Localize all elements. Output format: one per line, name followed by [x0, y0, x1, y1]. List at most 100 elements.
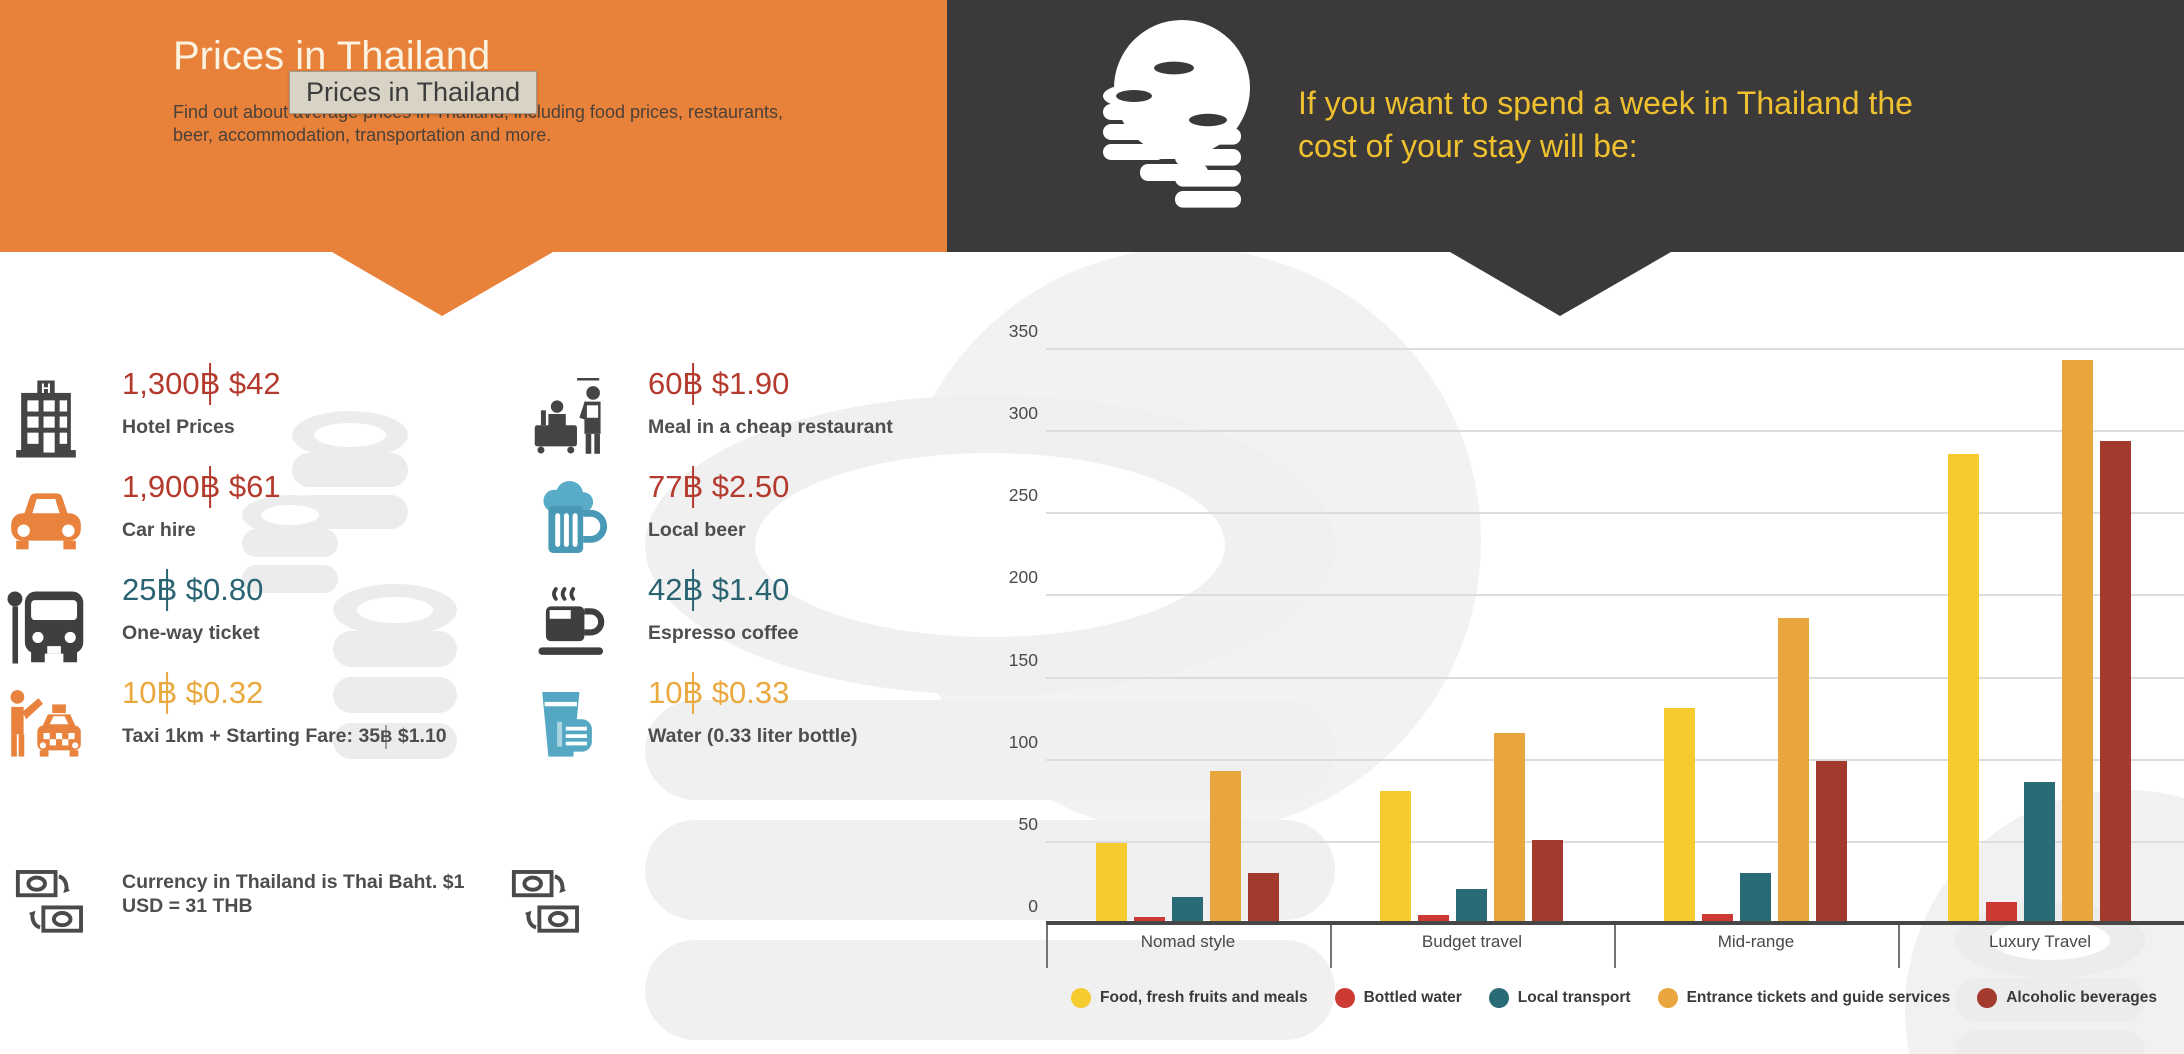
- x-axis-tick: [1330, 923, 1332, 968]
- price-value: 10B $0.32: [122, 675, 447, 711]
- price-label: One-way ticket: [122, 622, 260, 644]
- bar-luxury-travel-s2[interactable]: [2024, 782, 2055, 922]
- price-item: 1,300B $42 Hotel Prices: [122, 366, 281, 439]
- price-thb: 1,900: [122, 469, 200, 504]
- price-value: 60B $1.90: [648, 366, 893, 402]
- legend-label: Bottled water: [1363, 989, 1462, 1006]
- bar-nomad-style-s2[interactable]: [1172, 897, 1203, 922]
- category-label: Mid-range: [1717, 932, 1795, 951]
- bar-mid-range-s1[interactable]: [1702, 913, 1733, 922]
- gridline: [1046, 840, 2184, 843]
- bar-nomad-style-s4[interactable]: [1248, 872, 1279, 922]
- meal-icon: [532, 369, 612, 460]
- price-item: 1,900B $61 Car hire: [122, 469, 281, 542]
- price-usd: $61: [228, 469, 281, 504]
- currency-note: Currency in Thailand is Thai Baht. $1 US…: [122, 871, 465, 917]
- header-left-notch: [332, 252, 553, 316]
- bar-luxury-travel-s1[interactable]: [1986, 902, 2017, 922]
- chart-legend: Food, fresh fruits and meals Bottled wate…: [1046, 988, 2182, 1008]
- price-label: Local beer: [648, 519, 746, 541]
- legend-item[interactable]: Entrance tickets and guide services: [1657, 988, 1950, 1008]
- headline-line1: If you want to spend a week in Thailand …: [1298, 85, 1913, 121]
- category-label: Budget travel: [1421, 932, 1523, 951]
- price-label: Espresso coffee: [648, 622, 799, 644]
- bar-mid-range-s4[interactable]: [1816, 761, 1847, 922]
- x-axis-tick: [1046, 923, 1048, 968]
- legend-label: Alcoholic beverages: [2006, 989, 2157, 1006]
- legend-item[interactable]: Food, fresh fruits and meals: [1071, 988, 1308, 1008]
- price-value: 77B $2.50: [648, 469, 789, 505]
- bar-nomad-style-s0[interactable]: [1096, 843, 1127, 922]
- legend-color-dot: [1488, 988, 1509, 1008]
- baht-symbol: B: [682, 469, 704, 504]
- category-label: Luxury Travel: [1988, 932, 2092, 951]
- price-usd: $1.90: [711, 366, 790, 401]
- price-thb: 25: [122, 572, 157, 607]
- price-usd: $42: [228, 366, 281, 401]
- bar-mid-range-s0[interactable]: [1664, 708, 1695, 922]
- coffee-icon: [532, 584, 612, 666]
- baht-symbol: B: [682, 675, 704, 710]
- gridline: [1046, 512, 2184, 515]
- price-thb: 60: [648, 366, 683, 401]
- price-usd: $1.40: [711, 572, 790, 607]
- category-label: Nomad style: [1140, 932, 1236, 951]
- price-item: 25B $0.80 One-way ticket: [122, 572, 263, 645]
- price-usd: $0.80: [185, 572, 264, 607]
- legend-color-dot: [1334, 988, 1355, 1008]
- chart-headline: If you want to spend a week in Thailand …: [1298, 82, 1913, 168]
- car-icon: [6, 481, 86, 563]
- price-thb: 10: [648, 675, 683, 710]
- legend-label: Food, fresh fruits and meals: [1100, 989, 1308, 1006]
- bar-budget-travel-s0[interactable]: [1380, 790, 1411, 922]
- x-axis-tick: [1898, 923, 1900, 968]
- y-axis-tick-label: 200: [1008, 567, 1038, 588]
- coins-icon: [1103, 20, 1250, 208]
- bar-mid-range-s3[interactable]: [1778, 618, 1809, 922]
- price-item: 42B $1.40 Espresso coffee: [648, 572, 799, 645]
- bar-luxury-travel-s0[interactable]: [1948, 453, 1979, 922]
- bar-nomad-style-s3[interactable]: [1210, 770, 1241, 922]
- legend-color-dot: [1977, 988, 1998, 1008]
- baht-symbol: B: [199, 366, 221, 401]
- price-thb: 1,300: [122, 366, 200, 401]
- price-item: 10B $0.32 Taxi 1km + Starting Fare: 35B $…: [122, 675, 447, 748]
- price-label: Hotel Prices: [122, 416, 235, 438]
- price-usd: $0.33: [711, 675, 790, 710]
- bar-luxury-travel-s4[interactable]: [2100, 440, 2131, 922]
- baht-symbol: B: [156, 572, 178, 607]
- bar-budget-travel-s1[interactable]: [1418, 915, 1449, 922]
- legend-color-dot: [1071, 988, 1092, 1008]
- x-axis-tick: [1614, 923, 1616, 968]
- bar-mid-range-s2[interactable]: [1740, 872, 1771, 922]
- svg-text:H: H: [41, 381, 51, 396]
- price-value: 1,300B $42: [122, 366, 281, 402]
- price-label: Meal in a cheap restaurant: [648, 416, 893, 438]
- baht-symbol: B: [682, 366, 704, 401]
- header-left-panel: [0, 0, 947, 252]
- baht-symbol: B: [199, 469, 221, 504]
- price-label: Water (0.33 liter bottle): [648, 725, 858, 747]
- subtitle-line2: beer, accommodation, transportation and …: [173, 125, 552, 145]
- gridline: [1046, 348, 2184, 350]
- y-axis-tick-label: 0: [1028, 896, 1038, 916]
- bar-budget-travel-s2[interactable]: [1456, 889, 1487, 922]
- legend-item[interactable]: Bottled water: [1334, 988, 1462, 1008]
- y-axis-tick-label: 150: [1008, 649, 1038, 670]
- legend-item[interactable]: Local transport: [1488, 988, 1631, 1008]
- price-value: 1,900B $61: [122, 469, 281, 505]
- price-label: Car hire: [122, 519, 196, 541]
- price-item: 10B $0.33 Water (0.33 liter bottle): [648, 675, 857, 748]
- bar-nomad-style-s1[interactable]: [1134, 917, 1165, 922]
- y-axis-tick-label: 250: [1008, 485, 1038, 506]
- legend-label: Local transport: [1517, 989, 1631, 1006]
- baht-symbol: B: [156, 675, 178, 710]
- price-value: 25B $0.80: [122, 572, 263, 608]
- bar-budget-travel-s3[interactable]: [1494, 733, 1525, 922]
- water-icon: [532, 687, 612, 769]
- headline-line2: cost of your stay will be:: [1298, 128, 1638, 164]
- price-item: 77B $2.50 Local beer: [648, 469, 789, 542]
- bar-budget-travel-s4[interactable]: [1532, 839, 1563, 922]
- bar-luxury-travel-s3[interactable]: [2062, 360, 2093, 922]
- legend-item[interactable]: Alcoholic beverages: [1977, 988, 2157, 1008]
